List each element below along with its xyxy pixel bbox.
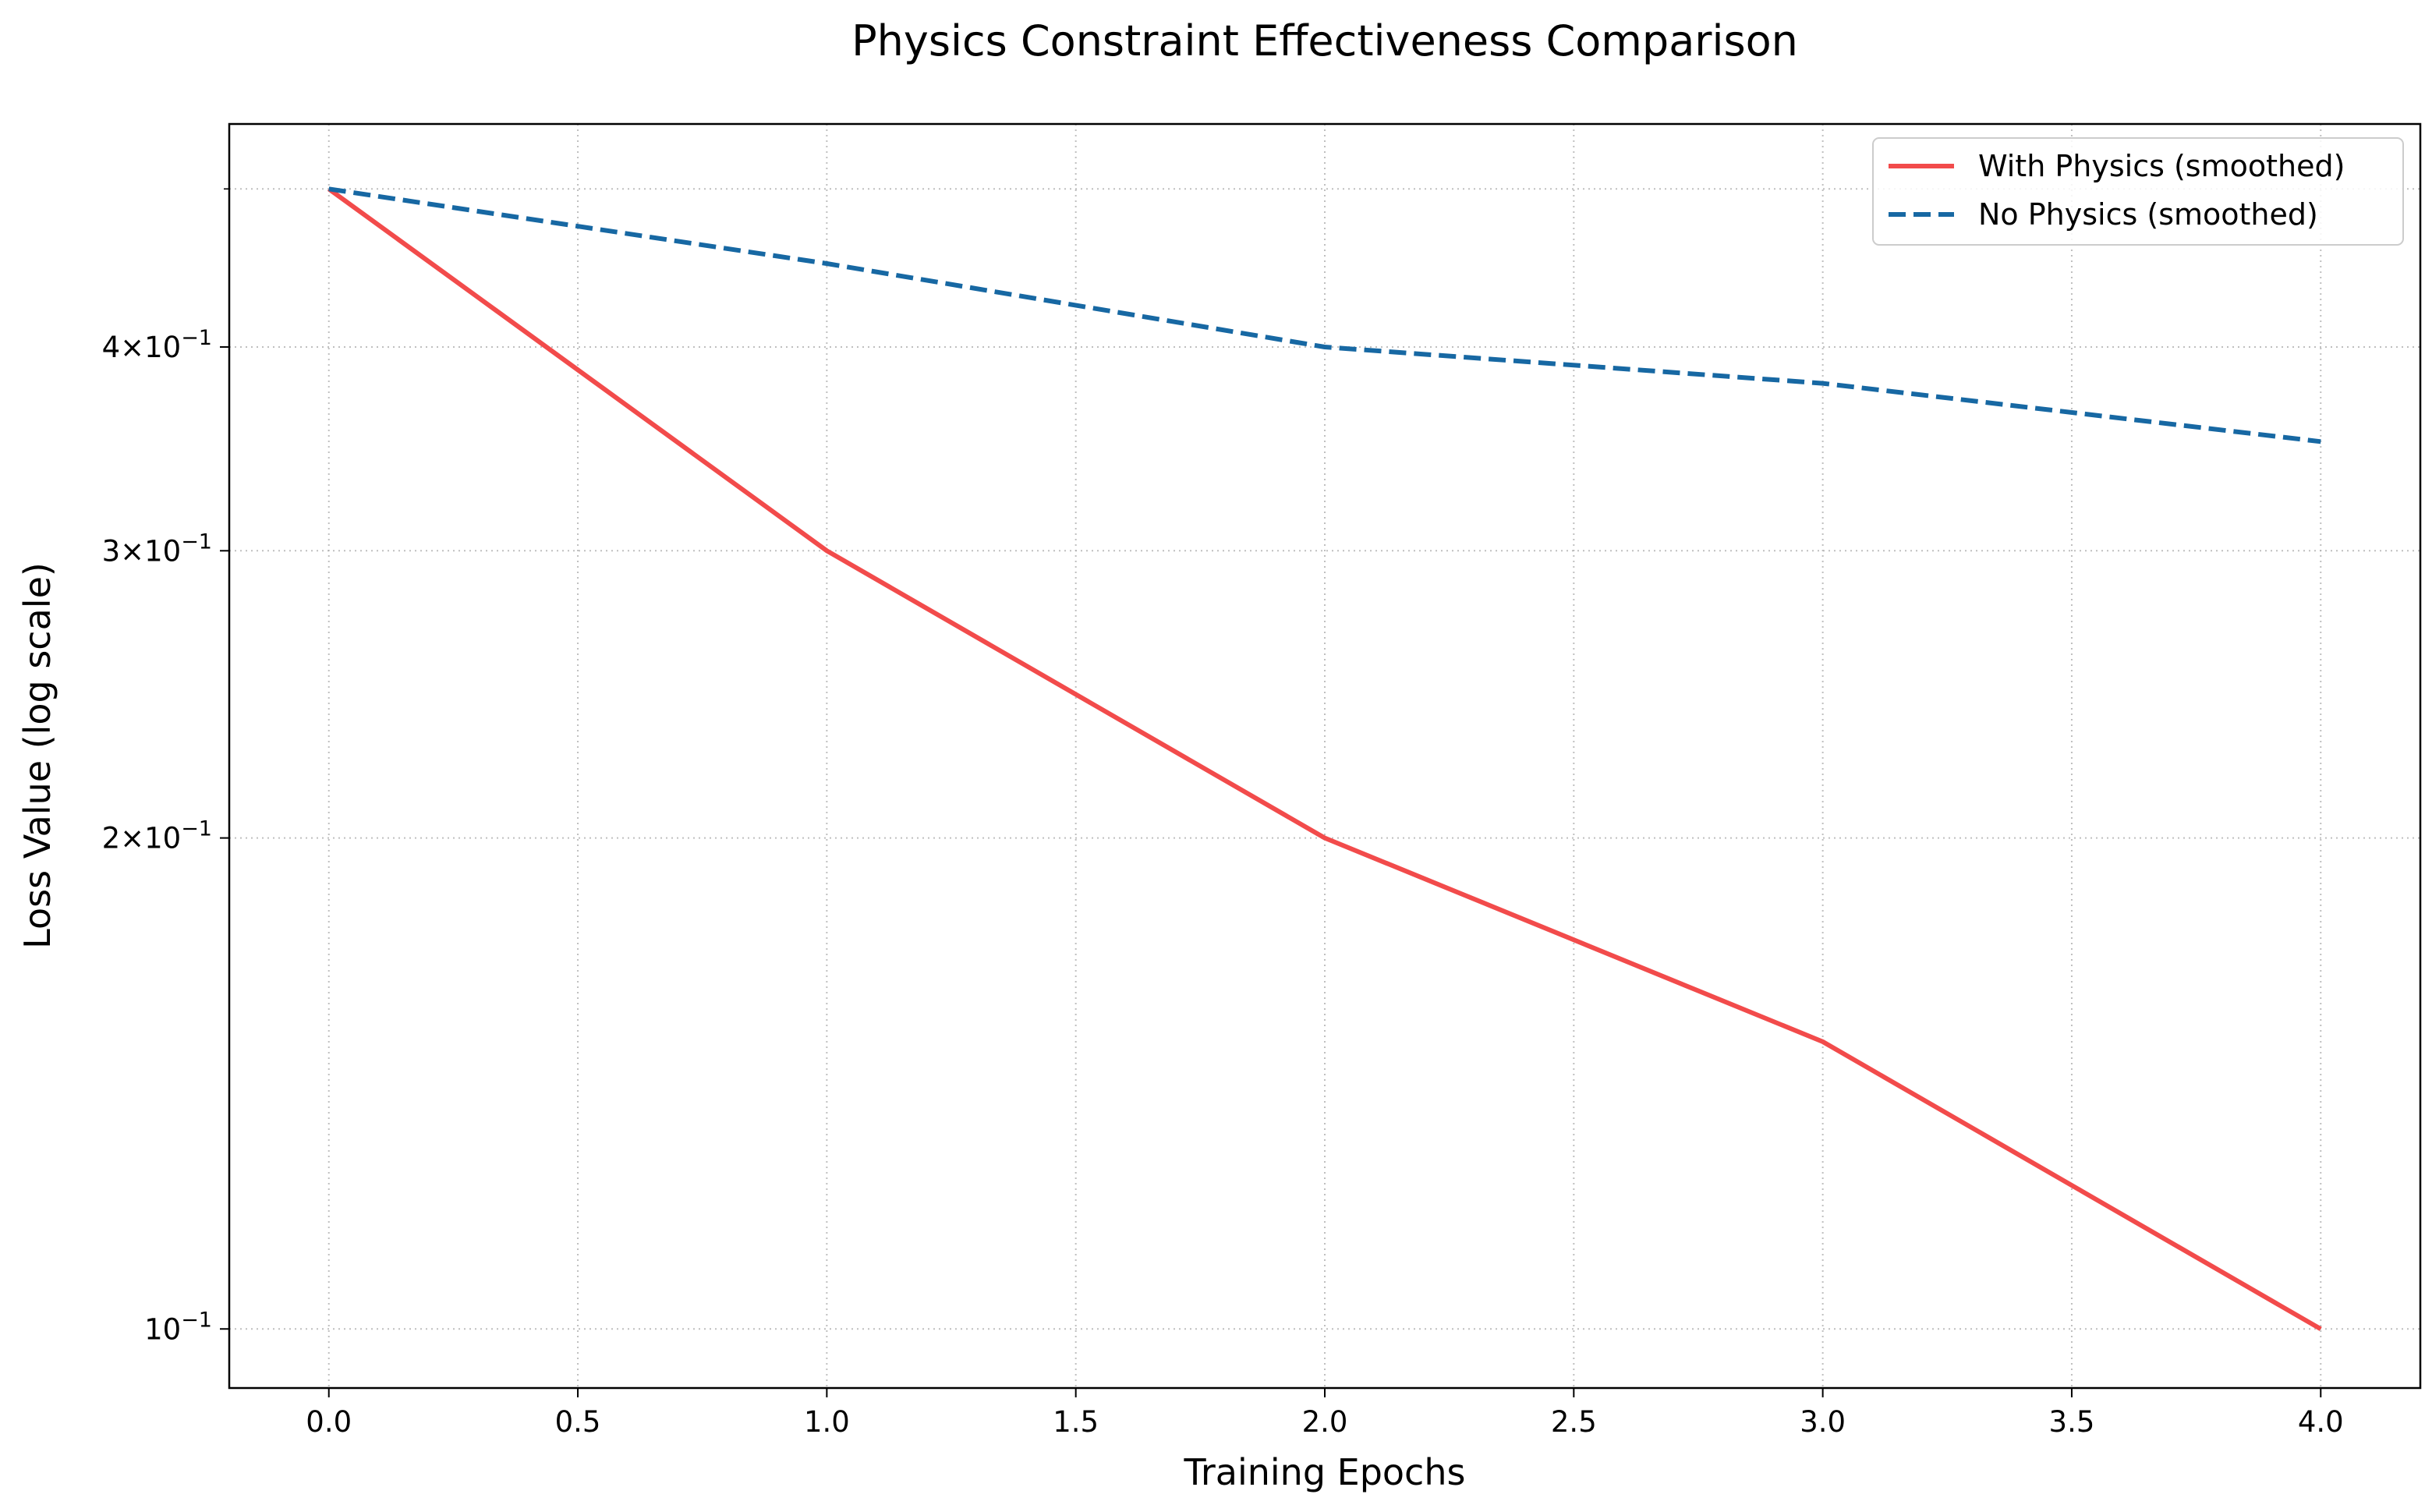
x-tick-label: 3.5 [2049,1405,2095,1439]
y-tick-label: 4×10−1 [102,326,212,364]
y-axis-label: Loss Value (log scale) [16,562,58,949]
y-tick-label: 3×10−1 [102,529,212,568]
x-tick-label: 0.0 [306,1405,352,1439]
series-line-2 [328,186,2321,444]
y-tick-label: 10−1 [144,1308,212,1346]
x-tick-label: 1.0 [804,1405,850,1439]
chart-title: Physics Constraint Effectiveness Compari… [851,16,1798,66]
x-axis-label: Training Epochs [1184,1451,1466,1493]
x-tick-label: 2.0 [1302,1405,1348,1439]
x-tick-label: 3.0 [1800,1405,1846,1439]
x-tick-label: 2.5 [1551,1405,1597,1439]
series-line-1 [327,186,2322,1331]
y-axis-ticks: 10−1 2×10−1 3×10−1 4×10−1 [102,188,229,1346]
x-tick-label: 1.5 [1053,1405,1099,1439]
x-tick-label: 0.5 [555,1405,601,1439]
x-axis-ticks: 0.0 0.5 1.0 1.5 2.0 2.5 3.0 3.5 4.0 [306,1388,2344,1439]
legend: With Physics (smoothed) No Physics (smoot… [1872,137,2404,246]
x-tick-label: 4.0 [2298,1405,2344,1439]
legend-label-1: With Physics (smoothed) [1978,149,2345,183]
legend-frame [1872,137,2404,246]
series-lines [327,186,2322,1331]
y-tick-label: 2×10−1 [102,817,212,855]
legend-label-2: No Physics (smoothed) [1978,197,2318,232]
